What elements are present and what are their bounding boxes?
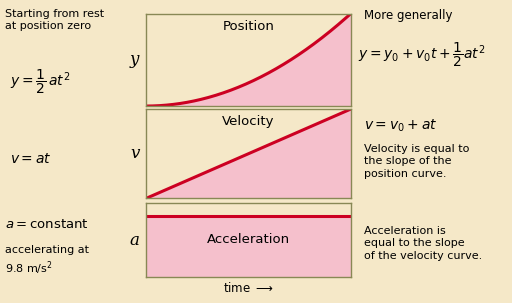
Text: More generally: More generally	[364, 9, 452, 22]
Text: Starting from rest
at position zero: Starting from rest at position zero	[5, 9, 104, 32]
Text: accelerating at
$9.8\ \mathrm{m/s^2}$: accelerating at $9.8\ \mathrm{m/s^2}$	[5, 245, 89, 277]
Text: $y = \dfrac{1}{2}\,at^2$: $y = \dfrac{1}{2}\,at^2$	[10, 68, 71, 96]
Text: time $\longrightarrow$: time $\longrightarrow$	[223, 281, 274, 295]
Text: Position: Position	[222, 20, 274, 33]
Text: Acceleration is
equal to the slope
of the velocity curve.: Acceleration is equal to the slope of th…	[364, 226, 482, 261]
Text: v: v	[130, 145, 139, 162]
Text: $a = \mathrm{constant}$: $a = \mathrm{constant}$	[5, 218, 89, 231]
Text: $y = y_0 + v_0 t + \dfrac{1}{2}at^2$: $y = y_0 + v_0 t + \dfrac{1}{2}at^2$	[358, 40, 486, 69]
Text: Velocity is equal to
the slope of the
position curve.: Velocity is equal to the slope of the po…	[364, 144, 469, 179]
Text: y: y	[130, 51, 139, 68]
Text: a: a	[130, 231, 140, 249]
Text: Acceleration: Acceleration	[207, 233, 290, 246]
Text: $v = v_0 + at$: $v = v_0 + at$	[364, 118, 437, 134]
Text: $v = at$: $v = at$	[10, 152, 52, 166]
Text: Velocity: Velocity	[222, 115, 274, 128]
